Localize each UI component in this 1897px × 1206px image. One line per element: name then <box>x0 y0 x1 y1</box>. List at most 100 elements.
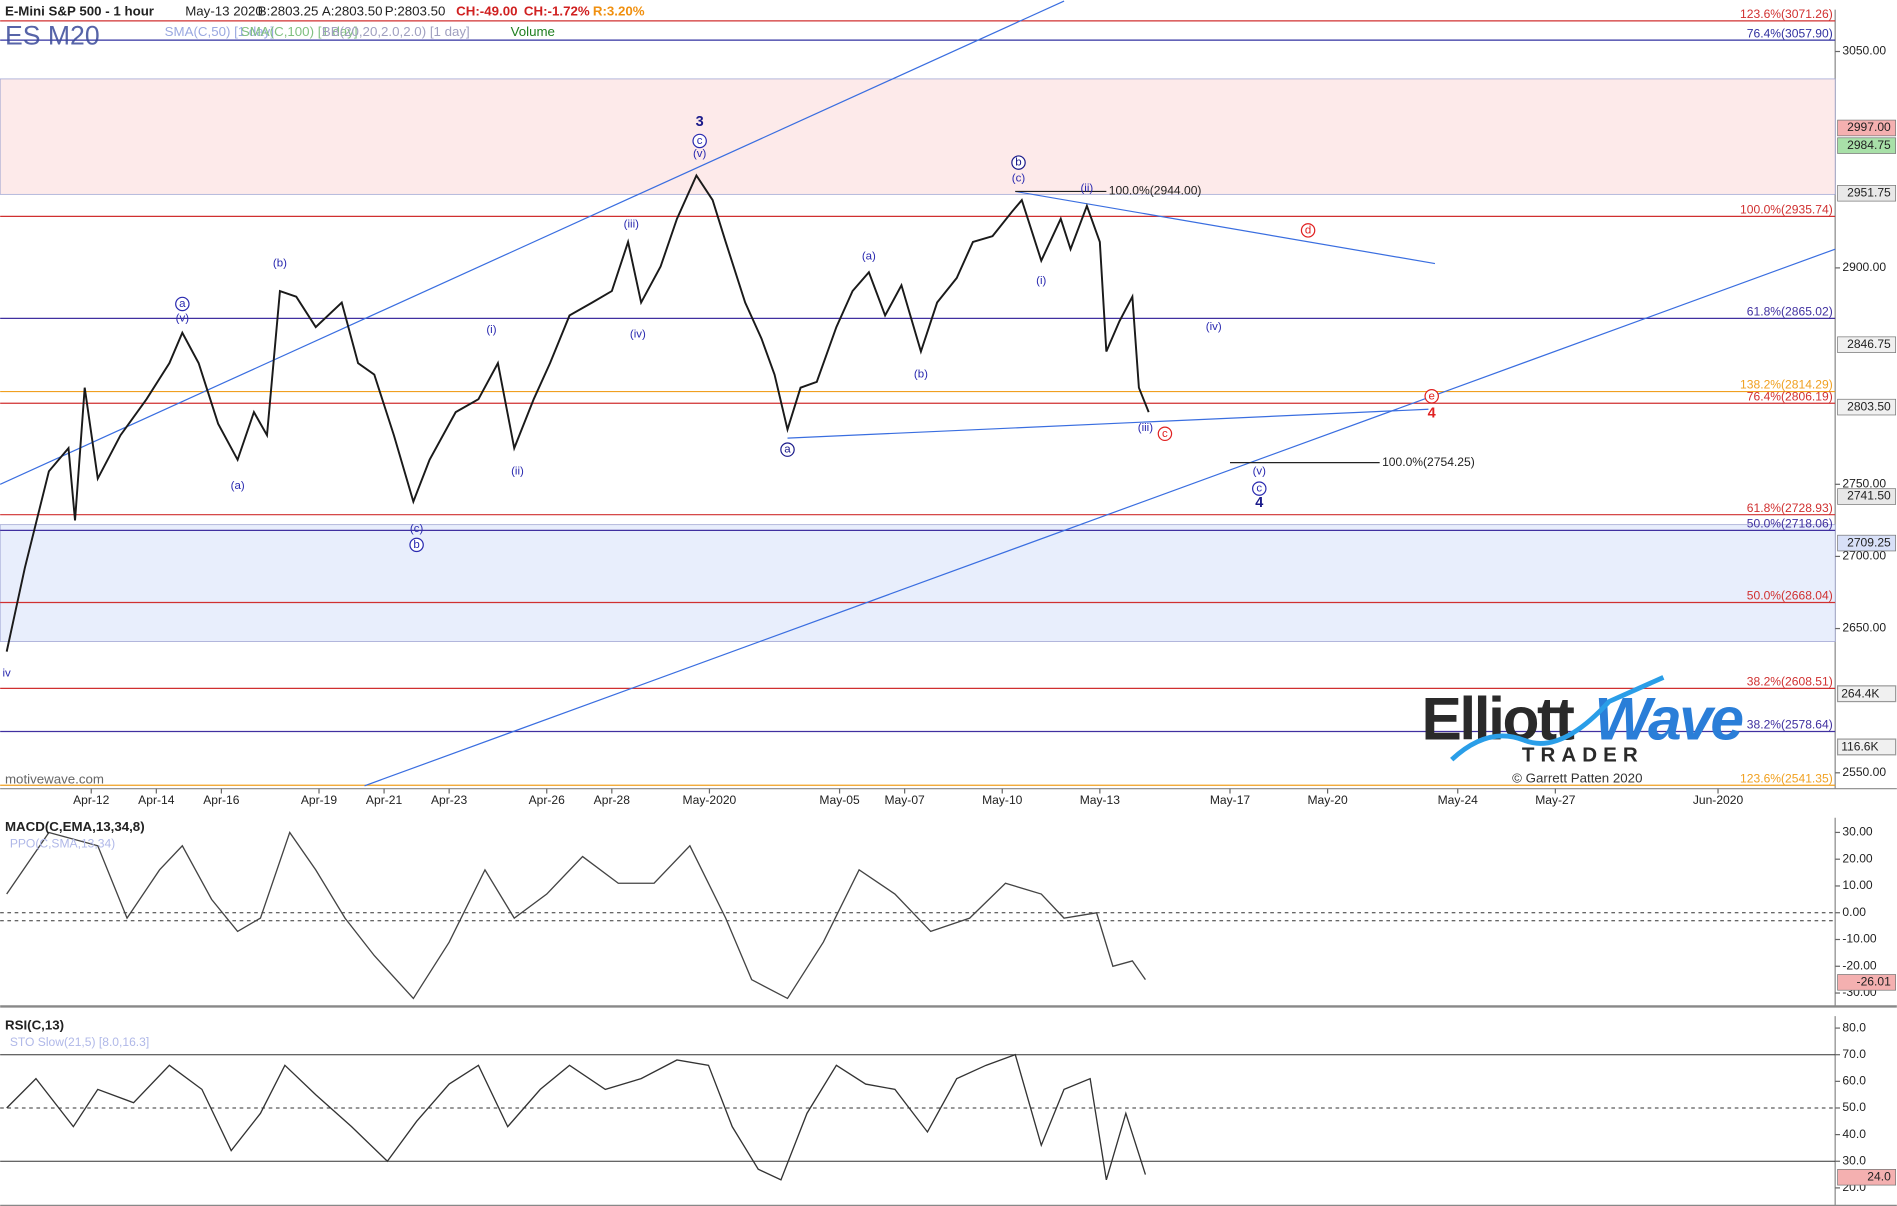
price-badge-label: 2741.50 <box>1847 489 1891 503</box>
wave-label: (c) <box>410 523 424 535</box>
x-tick-label: May-10 <box>982 793 1023 807</box>
x-tick-label: May-20 <box>1307 793 1348 807</box>
x-tick-label: May-05 <box>819 793 860 807</box>
y-tick-label: -10.00 <box>1842 932 1877 946</box>
fib-level-label: 38.2%(2578.64) <box>1747 718 1833 732</box>
fib-level-label: 38.2%(2608.51) <box>1747 675 1833 689</box>
wave-circle <box>409 537 424 553</box>
change: CH:-49.00 <box>456 4 517 19</box>
header: E-Mini S&P 500 - 1 hour May-13 2020 B:28… <box>5 4 645 51</box>
wave-label: (b) <box>273 258 287 270</box>
y-tick-label: 50.0 <box>1842 1100 1866 1114</box>
x-tick-label: Apr-19 <box>301 793 338 807</box>
wave-label: (ii) <box>511 465 524 477</box>
fib-level-label: 138.2%(2814.29) <box>1740 378 1833 392</box>
watermark: motivewave.com <box>5 772 104 787</box>
volume-badge-label: 116.6K <box>1841 740 1878 754</box>
wave-circle <box>692 133 707 149</box>
price-badge <box>1837 137 1897 154</box>
wave-label: a <box>784 444 791 456</box>
wave-label: 3 <box>696 114 704 130</box>
bid: B:2803.25 <box>258 4 319 19</box>
x-tick-label: Apr-14 <box>138 793 175 807</box>
range: R:3.20% <box>593 4 645 19</box>
y-tick-label: 20.00 <box>1842 851 1873 865</box>
wave-label: (iv) <box>1206 321 1222 333</box>
wave-circle <box>1011 155 1026 170</box>
y-tick-label: 10.00 <box>1842 878 1873 892</box>
wave-label: c <box>1256 483 1262 495</box>
wave-label: (iii) <box>624 219 639 231</box>
price-line <box>6 831 1146 1000</box>
x-tick-label: Jun-2020 <box>1693 793 1744 807</box>
fib-level-label: 76.4%(2806.19) <box>1747 389 1833 403</box>
x-tick-label: May-2020 <box>683 793 737 807</box>
price-badge <box>1837 488 1897 505</box>
price-badge-label: 2709.25 <box>1847 535 1891 549</box>
y-tick-label: 2750.00 <box>1842 476 1886 490</box>
y-tick-label: 60.0 <box>1842 1074 1866 1088</box>
wave-label: (v) <box>693 148 707 160</box>
y-tick-label: 2650.00 <box>1842 621 1886 635</box>
wave-label: (b) <box>914 369 928 381</box>
y-tick-label: 2550.00 <box>1842 765 1886 779</box>
y-tick-label: 80.0 <box>1842 1020 1866 1034</box>
wave-label: a <box>179 298 186 310</box>
date: May-13 2020 <box>185 4 263 19</box>
fib-level-label: 123.6%(3071.26) <box>1740 7 1833 21</box>
price-badge-label: 2997.00 <box>1847 120 1891 134</box>
price-badge-label: 2984.75 <box>1847 138 1891 152</box>
logo-swoosh <box>1450 675 1665 762</box>
price: P:2803.50 <box>385 4 446 19</box>
fib-level-label: 123.6%(2541.35) <box>1740 771 1833 785</box>
x-tick-label: Apr-16 <box>203 793 240 807</box>
x-tick-label: May-17 <box>1210 793 1251 807</box>
wave-label: (ii) <box>1080 183 1093 195</box>
y-tick-label: 3050.00 <box>1842 44 1886 58</box>
wave-circle <box>780 442 795 457</box>
fib-level-label: 61.8%(2865.02) <box>1747 305 1833 319</box>
y-tick-label: 2700.00 <box>1842 549 1886 563</box>
price-badge-label: 2803.50 <box>1847 399 1891 413</box>
y-tick-label: -20.00 <box>1842 958 1877 972</box>
wave-circle <box>1424 389 1439 404</box>
x-tick-label: May-13 <box>1080 793 1121 807</box>
wave-label: 4 <box>1255 495 1263 511</box>
price-badge <box>1837 185 1897 202</box>
trendline <box>787 408 1429 439</box>
wave-label: (a) <box>231 480 245 492</box>
wave-label: (i) <box>486 324 496 336</box>
wave-label: iv <box>3 667 12 679</box>
price-badge-label: -26.01 <box>1857 975 1892 989</box>
wave-circle <box>175 296 190 312</box>
price-badge <box>1837 534 1897 552</box>
symbol-name: E-Mini S&P 500 - 1 hour <box>5 4 154 19</box>
price-line <box>5 173 1150 652</box>
wave-label: 4 <box>1428 405 1436 421</box>
wave-label: (c) <box>1012 172 1026 184</box>
fib-level-label: 50.0%(2668.04) <box>1747 589 1833 603</box>
y-tick-label: 0.00 <box>1842 905 1866 919</box>
study: SMA(C,50) [1 day] <box>165 24 274 39</box>
x-tick-label: Apr-26 <box>529 793 566 807</box>
y-tick-label: 30.0 <box>1842 1153 1866 1167</box>
logo-copyright: © Garrett Patten 2020 <box>1512 771 1642 786</box>
pane-subtitle: PPO(C,SMA,13,34) <box>10 837 115 851</box>
x-tick-label: Apr-23 <box>431 793 468 807</box>
price-badge-label: 2846.75 <box>1847 337 1891 351</box>
wave-label: b <box>413 539 419 551</box>
study: Volume <box>511 24 555 39</box>
pane-title: RSI(C,13) <box>5 1017 64 1032</box>
study: SMA(C,100) [1 day] <box>241 24 358 39</box>
x-tick-label: Apr-21 <box>366 793 403 807</box>
price-badge <box>1837 119 1897 137</box>
price-badge-label: 2951.75 <box>1847 185 1891 199</box>
wave-label: (a) <box>862 250 876 262</box>
symbol: ES M20 <box>5 21 100 51</box>
fib-level-label: 50.0%(2718.06) <box>1747 517 1833 531</box>
wave-label: d <box>1305 224 1311 236</box>
y-tick-label: 30.00 <box>1842 825 1873 839</box>
price-badge <box>1837 398 1897 416</box>
